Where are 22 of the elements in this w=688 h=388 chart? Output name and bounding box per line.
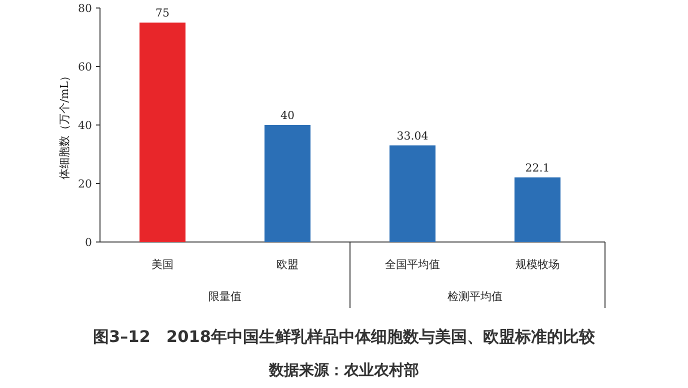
x-tick-label: 欧盟 <box>276 258 298 271</box>
source-note: 数据来源：农业农村部 <box>268 361 419 379</box>
y-tick-label: 60 <box>78 60 92 74</box>
data-label: 33.04 <box>396 129 428 142</box>
y-tick-label: 20 <box>78 178 92 190</box>
data-label: 40 <box>280 109 294 122</box>
y-tick-label: 0 <box>85 236 92 249</box>
text: 图3–12 2018年中国生鲜乳样品中体细胞数与美国、欧盟标准的比较 <box>93 327 596 346</box>
y-axis-title: 体细胞数（万个/mL） <box>58 70 71 180</box>
x-tick-label: 规模牧场 <box>516 258 560 271</box>
x-tick-label: 美国 <box>152 258 174 271</box>
x-tick-label: 全国平均值 <box>385 258 440 271</box>
bar <box>140 22 186 242</box>
text: 限量值 <box>208 290 242 303</box>
y-tick-label: 80 <box>78 2 92 15</box>
bar <box>264 125 310 242</box>
bar <box>390 145 436 242</box>
bar <box>514 177 560 242</box>
data-label: 22.1 <box>525 161 550 174</box>
text: 检测平均值 <box>448 290 502 303</box>
data-label: 75 <box>156 6 170 20</box>
y-tick-label: 40 <box>78 119 92 132</box>
